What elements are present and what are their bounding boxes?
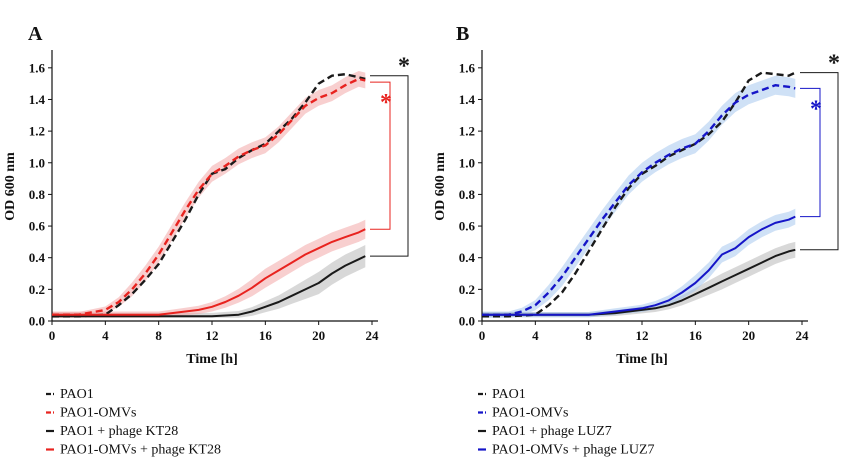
legend-label: PAO1 + phage LUZ7	[492, 424, 612, 439]
y-tick-label: 0.6	[459, 219, 476, 234]
legend-label: PAO1 + phage KT28	[60, 424, 178, 439]
significance-star: *	[398, 54, 410, 80]
significance-bracket	[370, 81, 391, 230]
legend-label: PAO1-OMVs	[60, 406, 137, 421]
x-tick-label: 24	[796, 328, 810, 343]
significance-bracket	[800, 72, 839, 251]
y-axis-label: OD 600 nm	[3, 152, 18, 221]
significance-star: *	[810, 96, 822, 122]
significance-star: *	[828, 51, 840, 77]
y-tick-label: 0.2	[29, 282, 45, 297]
panel-a: A 0 4 8 12 16 20 24 0.0 0.2 0.4 0.6 0.8 1.0 1.2 1.4 1.6 T…	[3, 23, 410, 458]
x-tick-label: 20	[742, 328, 755, 343]
legend-label: PAO1	[492, 387, 526, 402]
legend-label: PAO1	[60, 387, 94, 402]
panel-label: A	[28, 23, 43, 45]
x-tick-label: 12	[206, 328, 219, 343]
confidence-band-1	[482, 75, 796, 318]
y-tick-label: 0.2	[459, 282, 475, 297]
x-axis-label: Time [h]	[616, 352, 667, 367]
x-tick-label: 0	[49, 328, 56, 343]
y-tick-label: 1.0	[29, 155, 45, 170]
y-tick-label: 0.0	[29, 314, 45, 329]
y-tick-label: 0.0	[459, 314, 475, 329]
y-tick-label: 0.4	[29, 250, 46, 265]
panel-label: B	[456, 23, 469, 45]
series-line-1	[52, 77, 366, 316]
x-tick-label: 16	[689, 328, 703, 343]
y-tick-label: 0.8	[459, 187, 476, 202]
significance-star: *	[380, 90, 392, 116]
y-tick-label: 1.6	[29, 60, 46, 75]
y-tick-label: 1.4	[459, 92, 476, 107]
significance-bracket	[800, 87, 821, 218]
x-tick-label: 16	[259, 328, 273, 343]
x-tick-label: 8	[585, 328, 592, 343]
confidence-band-3	[52, 219, 366, 318]
y-tick-label: 0.4	[459, 250, 476, 265]
series-line-1	[482, 84, 796, 316]
x-tick-label: 24	[366, 328, 380, 343]
y-tick-label: 0.6	[29, 219, 46, 234]
legend-label: PAO1-OMVs + phage LUZ7	[492, 443, 655, 458]
x-axis-label: Time [h]	[186, 352, 237, 367]
x-tick-label: 0	[479, 328, 486, 343]
y-tick-label: 1.4	[29, 92, 46, 107]
series-line-3	[482, 215, 796, 316]
x-tick-label: 4	[102, 328, 109, 343]
legend-label: PAO1-OMVs + phage KT28	[60, 443, 221, 458]
confidence-band-2	[52, 245, 366, 318]
y-tick-label: 1.6	[459, 60, 476, 75]
x-tick-label: 8	[155, 328, 162, 343]
y-tick-label: 0.8	[29, 187, 46, 202]
series-line-3	[52, 228, 366, 316]
panel-b: B 0 4 8 12 16 20 24 0.0 0.2 0.4 0.6 0.8 1.0 1.2 1.4 1.6 T…	[433, 23, 840, 458]
confidence-band-2	[482, 241, 796, 318]
x-tick-label: 20	[312, 328, 325, 343]
y-tick-label: 1.2	[29, 124, 45, 139]
series-line-0	[52, 73, 366, 318]
significance-bracket	[370, 75, 409, 257]
series-line-2	[482, 248, 796, 316]
x-tick-label: 4	[532, 328, 539, 343]
legend-label: PAO1-OMVs	[492, 406, 569, 421]
y-tick-label: 1.0	[459, 155, 475, 170]
series-line-0	[482, 71, 796, 318]
series-line-2	[52, 255, 366, 318]
x-tick-label: 12	[636, 328, 649, 343]
y-axis-label: OD 600 nm	[433, 152, 448, 221]
confidence-band-1	[52, 71, 366, 318]
y-tick-label: 1.2	[459, 124, 475, 139]
